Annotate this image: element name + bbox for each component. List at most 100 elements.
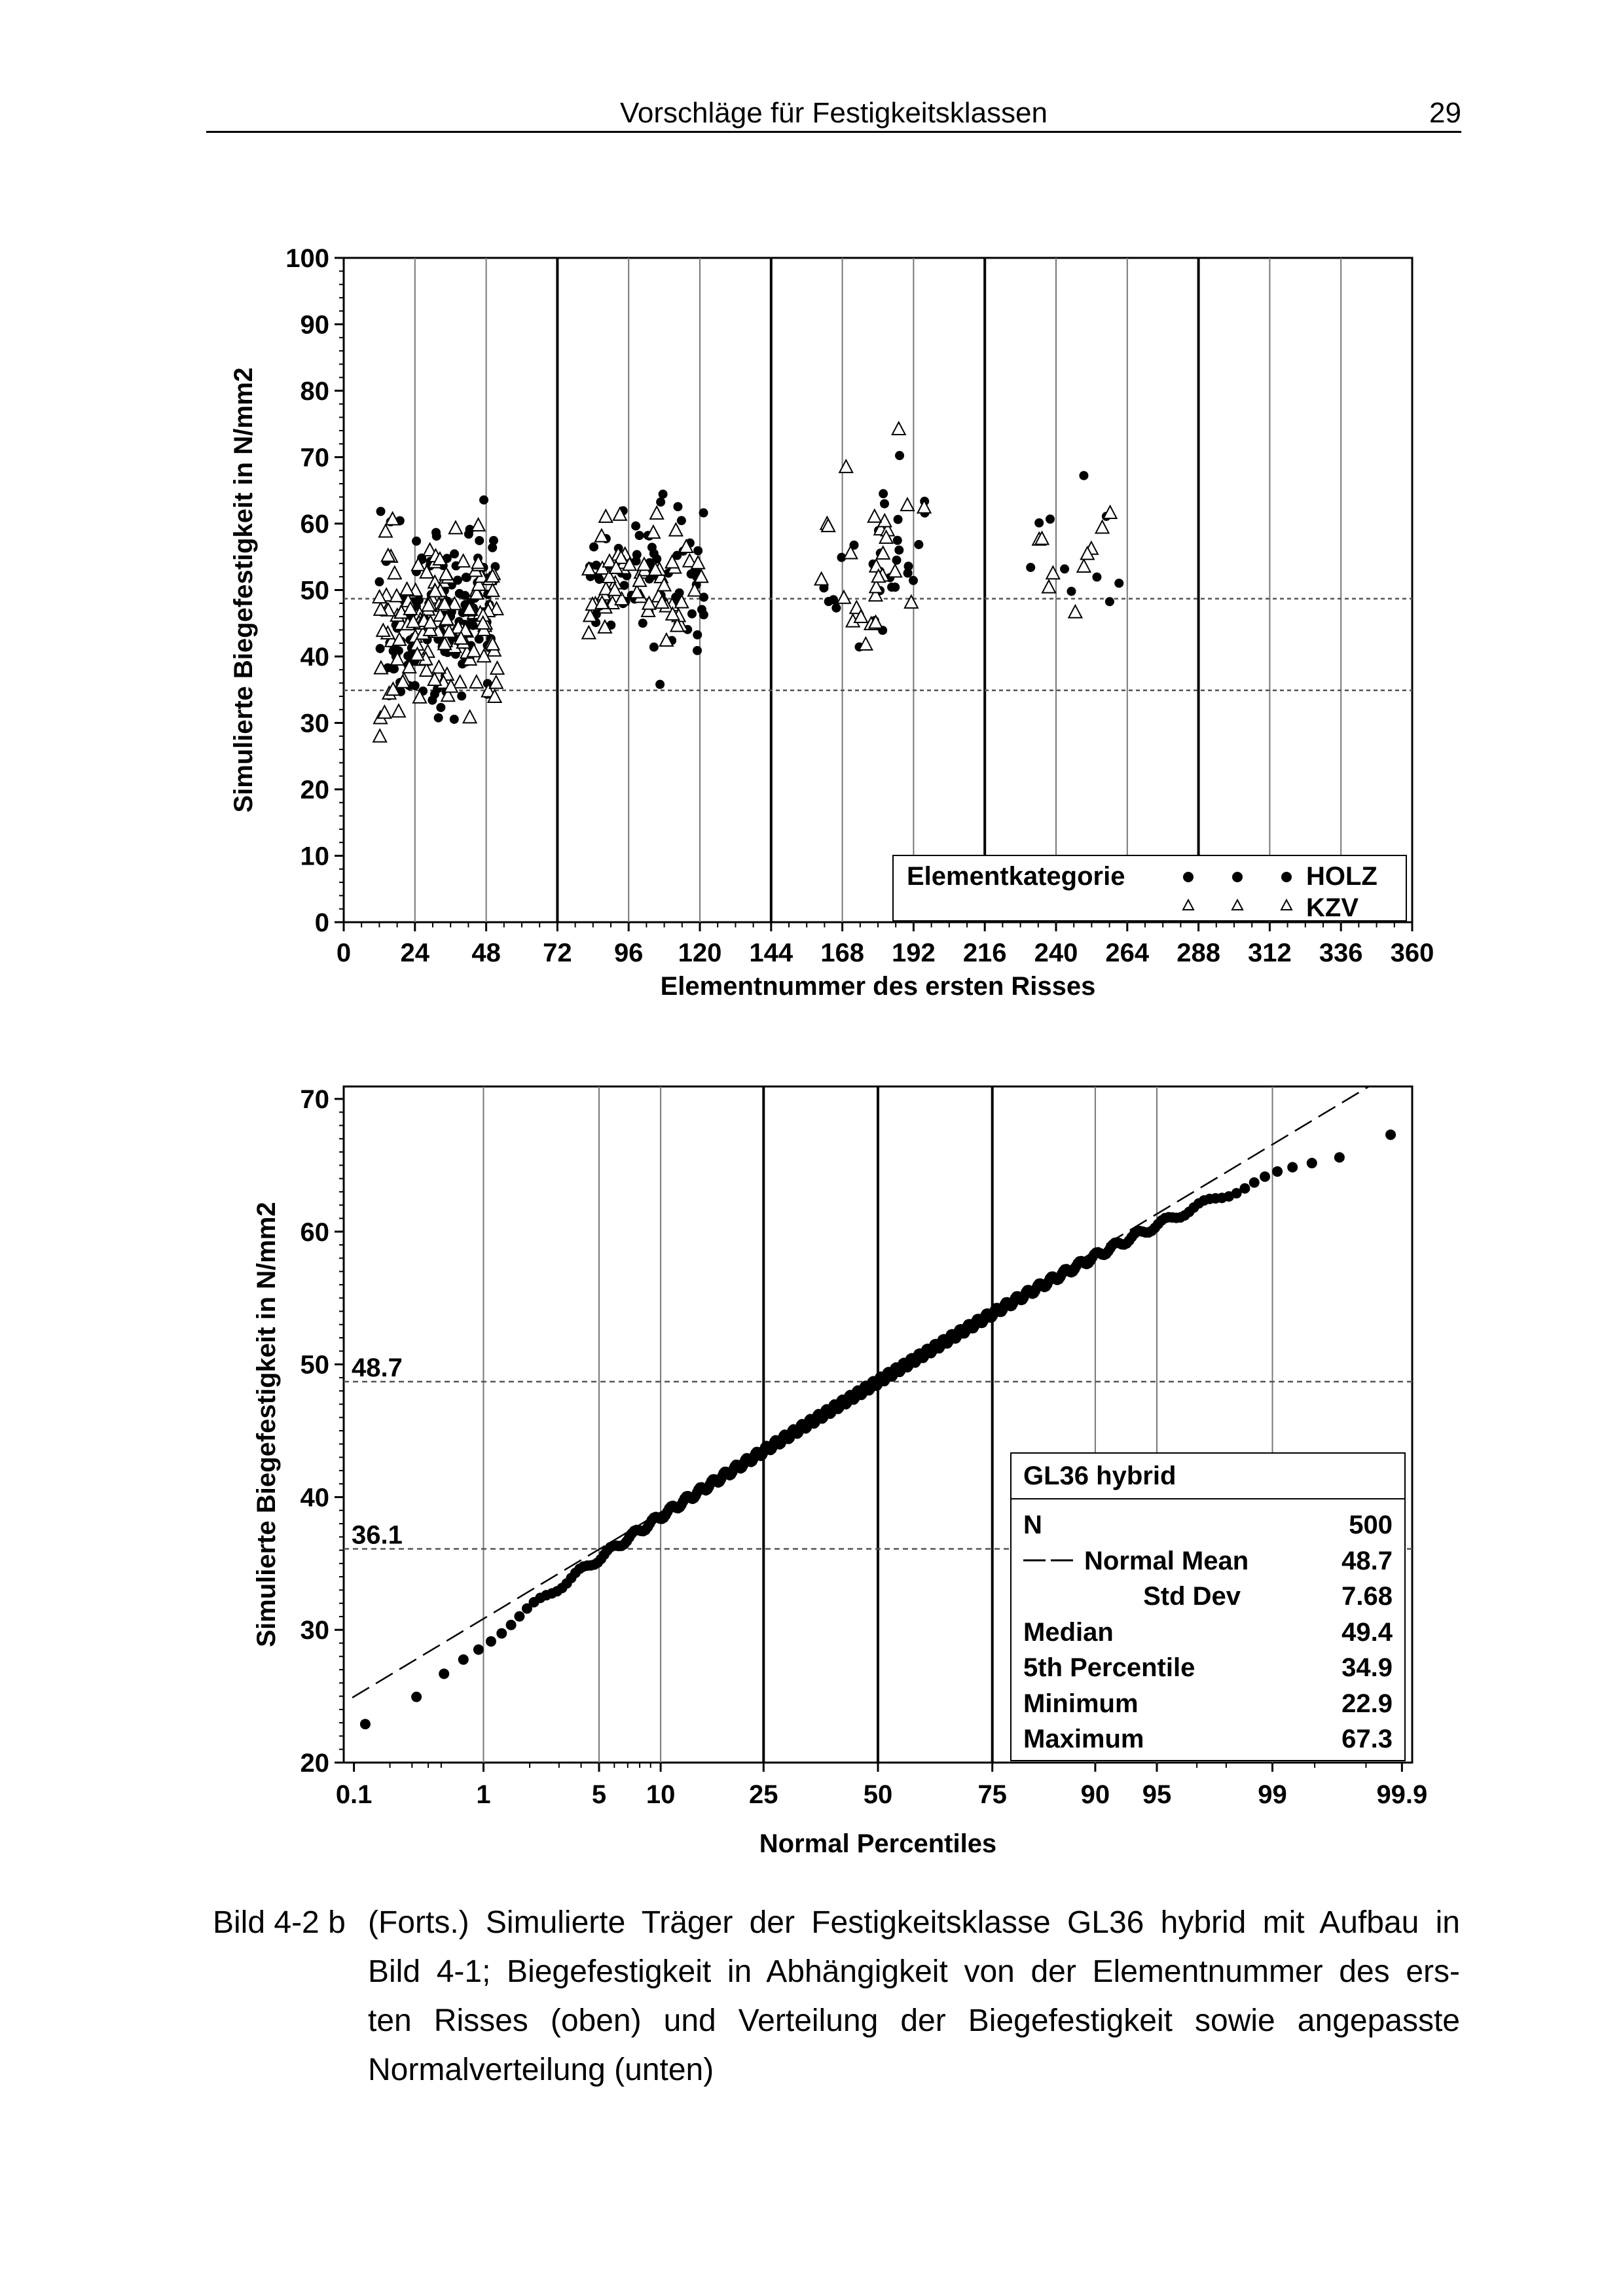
kzv-point [440, 687, 456, 702]
kzv-point [399, 581, 415, 596]
kzv-point [384, 511, 401, 526]
kzv-point [455, 552, 471, 568]
data-point [439, 1668, 450, 1679]
kzv-point [441, 623, 457, 638]
y-tick-label: 50 [301, 1351, 330, 1380]
y-axis-label: Simulierte Biegefestigkeit in N/mm2 [229, 367, 258, 812]
caption-line: Normalverteilung (unten) [368, 2053, 714, 2087]
kzv-point [432, 550, 448, 566]
kzv-point [813, 571, 830, 586]
kzv-point [836, 589, 852, 604]
y-tick-label: 0 [315, 908, 329, 937]
kzv-point [437, 596, 452, 611]
holz-point [410, 681, 420, 691]
kzv-point [392, 631, 407, 646]
caption-line: Bild 4-1; Biegefestigkeit in Abhängigkei… [368, 1954, 1460, 1989]
probability-plot-bottom: 0.1 1 5 10 25 50 75 90 95 99 99.9 20 30 40 50 60 70 48.7 3… [252, 1085, 1427, 1858]
kzv-point [1067, 603, 1084, 619]
stats-legend: GL36 hybrid N 500 Normal Mean 48.7 Std Dev 7.6… [1010, 1452, 1406, 1761]
holz-point [1046, 514, 1055, 524]
reference-line-label: 48.7 [352, 1354, 403, 1382]
x-tick-label: 0.1 [336, 1780, 373, 1809]
kzv-point [470, 554, 486, 569]
y-tick-label: 40 [301, 1483, 330, 1512]
kzv-point [687, 582, 702, 597]
kzv-point [594, 528, 610, 543]
holz-point [914, 540, 924, 550]
kzv-point [601, 568, 617, 584]
legend-row-label: Minimum [1023, 1689, 1139, 1718]
holz-point [893, 514, 903, 524]
kzv-point [867, 614, 884, 629]
legend-holz-marker [1232, 872, 1243, 882]
holz-point [431, 531, 441, 541]
kzv-point [646, 524, 661, 539]
holz-point [892, 535, 902, 545]
kzv-point [868, 579, 884, 594]
holz-point [686, 569, 696, 579]
legend-row-label: Maximum [1023, 1725, 1144, 1753]
holz-point [450, 549, 460, 559]
kzv-point [380, 547, 396, 562]
kzv-point [669, 617, 685, 632]
holz-point [890, 583, 900, 592]
holz-point [449, 714, 459, 724]
kzv-point [607, 581, 623, 596]
legend-title: Elementkategorie [907, 862, 1125, 891]
caption-text: (Forts.) Simulierte Träger der Festigkei… [368, 1898, 1460, 2094]
holz-point [457, 691, 467, 701]
kzv-point [475, 615, 491, 630]
legend-row-label: Normal Mean [1084, 1547, 1249, 1575]
holz-point [483, 679, 492, 689]
y-tick-label: 30 [301, 1616, 330, 1645]
kzv-point [419, 564, 435, 579]
legend-kzv-marker [1182, 898, 1195, 910]
kzv-point [838, 458, 854, 473]
kzv-point [843, 545, 858, 560]
holz-point [638, 619, 647, 628]
x-tick-label: 336 [1319, 939, 1363, 967]
kzv-point [431, 659, 447, 674]
running-title: Vorschläge für Festigkeitsklassen [620, 97, 1048, 129]
kzv-point [466, 643, 482, 658]
holz-point [1034, 518, 1044, 528]
kzv-point [405, 613, 421, 628]
holz-point [909, 575, 919, 585]
kzv-point [621, 556, 638, 571]
holz-point [1026, 562, 1036, 572]
holz-point [1060, 564, 1070, 574]
holz-point [693, 546, 703, 556]
kzv-point [693, 568, 709, 583]
kzv-point [1080, 545, 1095, 560]
x-tick-label: 216 [963, 939, 1007, 967]
y-tick-label: 80 [301, 377, 330, 406]
x-tick-label: 0 [337, 939, 351, 967]
data-point [1306, 1158, 1317, 1169]
holz-point [658, 490, 668, 499]
holz-point [699, 592, 708, 602]
holz-point [831, 603, 841, 613]
data-point [1249, 1177, 1260, 1188]
y-tick-label: 70 [301, 1085, 330, 1114]
holz-point [647, 543, 657, 552]
y-tick-label: 100 [285, 244, 329, 273]
legend-row-label: 5th Percentile [1023, 1653, 1195, 1682]
kzv-point [427, 671, 443, 687]
kzv-point [581, 561, 597, 576]
holz-point [892, 555, 902, 565]
kzv-point [453, 630, 469, 645]
x-tick-label: 144 [749, 939, 793, 967]
x-tick-label: 24 [401, 939, 430, 967]
kzv-point [443, 678, 459, 693]
legend-box [1010, 1452, 1406, 1761]
data-point [496, 1628, 507, 1639]
data-point [1385, 1129, 1396, 1140]
kzv-point [1041, 579, 1057, 594]
x-tick-label: 72 [543, 939, 572, 967]
kzv-point [867, 586, 884, 602]
kzv-point [582, 607, 598, 622]
kzv-point [608, 559, 624, 575]
kzv-point [470, 516, 486, 531]
kzv-point [581, 624, 596, 639]
kzv-point [469, 585, 484, 600]
